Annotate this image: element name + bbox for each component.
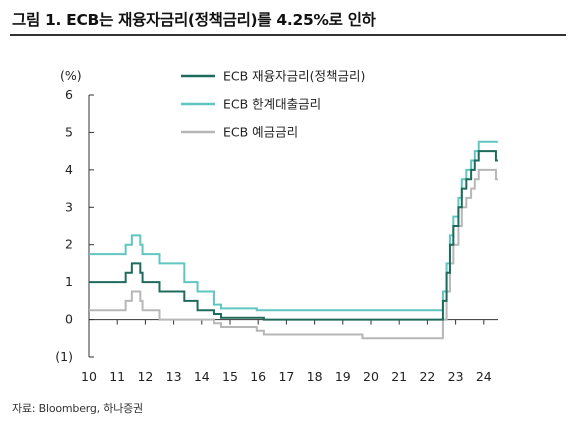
y-tick-label: 1: [65, 274, 73, 289]
y-tick-label: 2: [65, 237, 73, 252]
x-tick-label: 23: [448, 369, 464, 384]
x-tick-label: 11: [109, 369, 125, 384]
x-tick-label: 16: [250, 369, 266, 384]
x-tick-label: 18: [307, 369, 323, 384]
y-axis-label: (%): [60, 68, 82, 83]
x-tick-label: 17: [278, 369, 294, 384]
x-tick-label: 22: [419, 369, 435, 384]
x-tick-label: 12: [137, 369, 153, 384]
y-tick-label: 4: [65, 162, 73, 177]
x-tick-label: 14: [194, 369, 210, 384]
source-note: 자료: Bloomberg, 하나증권: [12, 402, 143, 415]
chart-title: 그림 1. ECB는 재융자금리(정책금리)를 4.25%로 인하: [12, 11, 376, 29]
chart-legend: ECB 재융자금리(정책금리) ECB 한계대출금리 ECB 예금금리: [181, 69, 365, 140]
x-tick-label: 24: [476, 369, 492, 384]
chart-series: [89, 140, 498, 340]
title-divider: [10, 34, 566, 36]
legend-label-1: ECB 한계대출금리: [223, 97, 321, 112]
series-line-0: [89, 150, 498, 321]
x-tick-label: 15: [222, 369, 238, 384]
x-tick-label: 13: [166, 369, 182, 384]
x-tick-label: 19: [335, 369, 351, 384]
series-line-1: [89, 140, 498, 312]
y-tick-label: 3: [65, 199, 73, 214]
legend-label-2: ECB 예금금리: [223, 125, 298, 140]
x-tick-label: 21: [391, 369, 407, 384]
y-tick-label: (1): [55, 349, 73, 364]
legend-label-0: ECB 재융자금리(정책금리): [223, 69, 365, 84]
y-tick-label: 5: [65, 124, 73, 139]
x-tick-label: 20: [363, 369, 379, 384]
x-tick-label: 10: [81, 369, 97, 384]
series-line-2: [89, 168, 498, 340]
y-tick-label: 0: [65, 312, 73, 327]
y-tick-label: 6: [65, 87, 73, 102]
